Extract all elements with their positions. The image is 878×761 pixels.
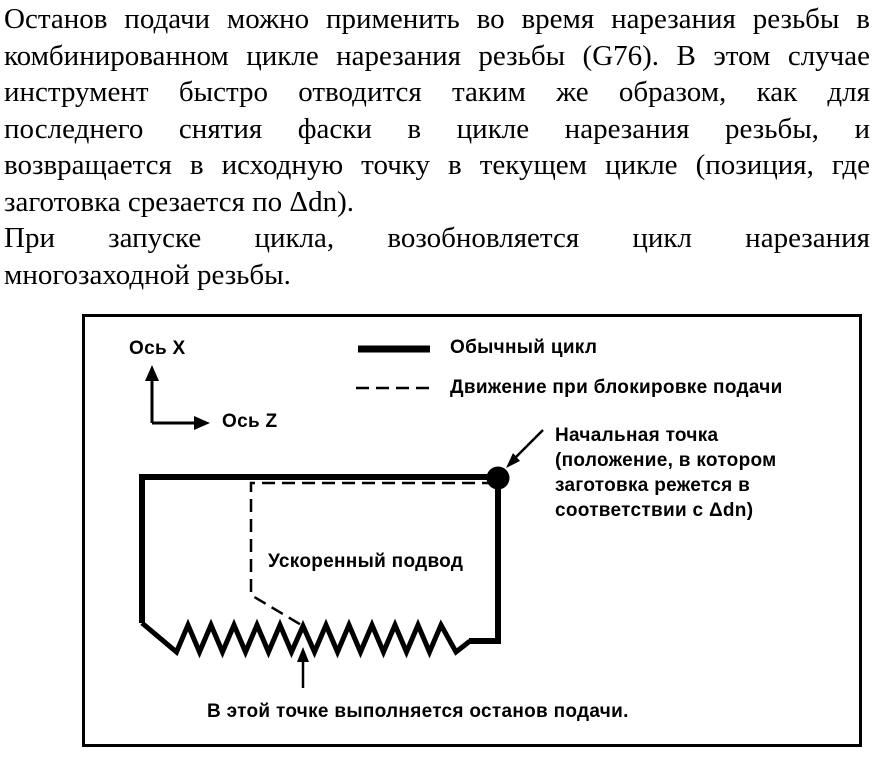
paragraph-line: многозаходной резьбы.: [4, 258, 291, 291]
start-point-arrowhead: [506, 453, 520, 468]
figure-box: Ось X Ось Z Обычный цикл Движение при бл…: [82, 314, 862, 747]
rapid-traverse-label: Ускоренный подвод: [268, 551, 464, 572]
paragraph: При запуске цикла, возобновляется цикл н…: [4, 220, 870, 293]
paragraph-line: возвращается в исходную точку в текущем …: [4, 149, 870, 181]
start-point-label-line: (положение, в котором: [555, 450, 777, 471]
paragraph: Останов подачи можно применить во время …: [4, 1, 870, 220]
start-point-label-line: Начальная точка: [555, 425, 719, 446]
axis-x-label: Ось X: [129, 338, 186, 359]
legend-label-normal-cycle: Обычный цикл: [450, 337, 598, 358]
start-point-label-line: соответствии с Δdn): [555, 500, 754, 521]
paragraph-line: заготовка срезается по Δdn).: [4, 185, 354, 218]
paragraph-line: При запуске цикла, возобновляется цикл н…: [4, 222, 870, 254]
legend-label-feed-hold: Движение при блокировке подачи: [450, 377, 783, 398]
start-point-arrow: [514, 429, 544, 459]
dashed-rapid-path: [249, 481, 495, 628]
paragraph-line: инструмент быстро отводится таким же обр…: [4, 76, 870, 108]
feed-hold-arrowhead: [297, 647, 309, 662]
diagram-linework: [139, 345, 544, 688]
start-point-label: Начальная точка (положение, в котором за…: [555, 423, 777, 523]
feed-hold-caption: В этой точке выполняется останов подачи.: [207, 701, 629, 722]
paragraph-line: последнего снятия фаски в цикле нарезани…: [4, 112, 870, 145]
start-point-dot: [486, 466, 510, 490]
paragraph-line: комбинированном цикле нарезания резьбы (…: [4, 39, 870, 72]
thread-zigzag: [140, 618, 472, 659]
start-point-label-line: заготовка режется в: [555, 475, 751, 496]
paragraph-line: Останов подачи можно применить во время …: [4, 3, 870, 35]
axis-z-arrowhead: [194, 416, 210, 430]
axis-x-arrowhead: [145, 365, 159, 381]
axis-z-label: Ось Z: [222, 411, 278, 432]
intro-text: Останов подачи можно применить во время …: [4, 1, 870, 293]
